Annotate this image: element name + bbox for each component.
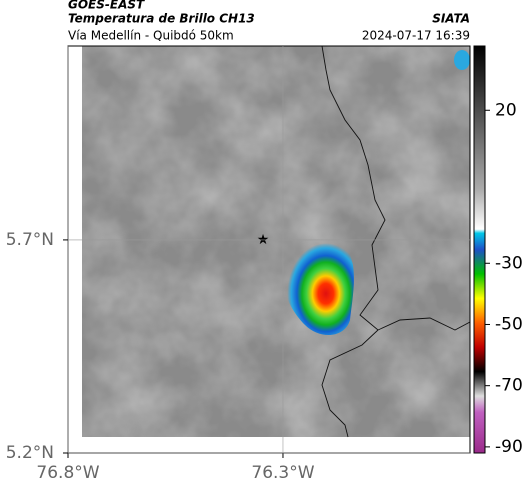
border: [321, 45, 471, 331]
axes: 76.8°W 76.3°W 5.7°N 5.2°N 20 -30 -50 -70 -90: [6, 46, 523, 483]
colorbar-label: 20: [495, 100, 517, 120]
colorbar-label: -50: [495, 314, 523, 334]
x-tick-label: 76.3°W: [251, 463, 314, 483]
title: GOES-EAST: [68, 0, 145, 12]
convective-cell: [283, 243, 354, 336]
source: SIATA: [432, 12, 470, 26]
y-tick-label: 5.7°N: [6, 230, 54, 250]
route: Vía Medellín - Quibdó 50km: [68, 29, 234, 43]
subtitle: Temperatura de Brillo CH13: [68, 12, 255, 26]
cold-cloud: [454, 50, 470, 70]
colorbar: [473, 45, 486, 454]
datetime: 2024-07-17 16:39: [362, 29, 470, 43]
colorbar-label: -30: [495, 253, 523, 273]
colorbar-label: -90: [495, 437, 523, 457]
y-tick-label: 5.2°N: [6, 443, 54, 463]
border: [321, 329, 379, 438]
colorbar-label: -70: [495, 376, 523, 396]
cloud-field: [82, 46, 470, 437]
x-tick-label: 76.8°W: [36, 463, 99, 483]
